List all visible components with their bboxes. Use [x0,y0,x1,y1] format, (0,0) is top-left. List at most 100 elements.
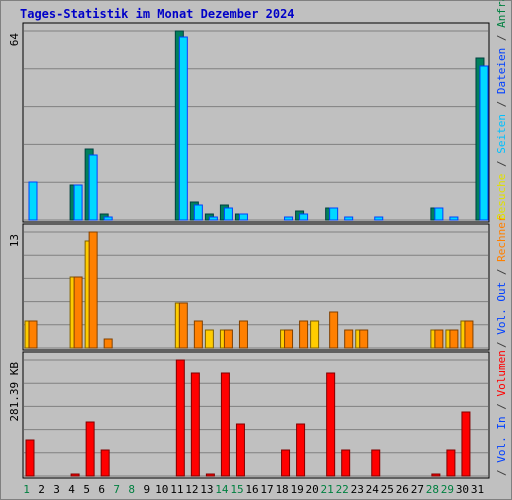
panel-2-series-0-bar [431,473,441,477]
panel-0-series-1-bar [193,204,203,221]
panel-2-series-0-bar [25,439,35,477]
x-tick-label: 17 [260,483,273,496]
x-tick-label: 25 [381,483,394,496]
x-tick-label: 9 [143,483,150,496]
x-tick-label: 21 [321,483,334,496]
panel-2-series-0-bar [100,449,110,477]
x-tick-label: 18 [275,483,288,496]
x-tick-label: 26 [396,483,409,496]
legend-entry: Anfragen [495,0,508,28]
x-tick-label: 29 [441,483,454,496]
panel-1-series-1-bar [88,231,98,349]
x-tick-label: 22 [336,483,349,496]
panel-2-series-0-bar [190,372,200,477]
x-tick-label: 16 [245,483,258,496]
panel-1-series-1-bar [299,320,309,349]
panel-0-series-1-bar [479,65,489,221]
legend-entry: Vol. In [495,416,508,462]
legend-entry: / [495,154,508,174]
panel-2-series-0-bar [446,449,456,477]
x-tick-label: 14 [215,483,229,496]
panel-2-series-0-bar [175,359,185,477]
panel-0-series-1-bar [329,207,339,221]
legend-entry: Vol. Out [495,282,508,335]
legend-entry: / [495,397,508,417]
panel-0-series-1-bar [238,213,248,221]
panel-0-frame [22,22,490,223]
x-tick-label: 5 [83,483,90,496]
x-tick-label: 1 [23,483,30,496]
panel-2-series-0-bar [341,449,351,477]
x-tick-label: 3 [53,483,60,496]
panel-1-series-0-bar [310,320,320,349]
panel-1-frame [22,223,490,351]
x-tick-label: 13 [200,483,213,496]
panel-0-series-1-bar [223,207,233,221]
legend-entry: Dateien [495,48,508,94]
panel-1-series-1-bar [464,320,474,349]
panel-0-series-1-bar [103,216,113,221]
panel-0-legend: Besuche / Seiten / Dateien / Anfragen [495,0,508,220]
x-tick-label: 11 [170,483,183,496]
panel-0-series-1-bar [299,213,309,221]
panel-2-series-0-bar [220,372,230,477]
x-tick-label: 19 [290,483,303,496]
x-tick-label: 12 [185,483,198,496]
panel-2-series-0-bar [296,423,306,477]
panel-1-series-1-bar [73,276,83,349]
panel-0-series-1-bar [374,216,384,221]
panel-1-series-1-bar [359,329,369,349]
x-tick-label: 30 [456,483,469,496]
x-tick-label: 4 [68,483,75,496]
panel-2-series-0-bar [371,449,381,477]
panel-1-series-1-bar [434,329,444,349]
legend-entry: / [495,463,508,476]
legend-entry: Besuche [495,174,508,220]
panel-1-legend: / Vol. Out / Rechner [495,215,508,348]
x-tick-label: 20 [306,483,319,496]
panel-2-series-0-bar [85,421,95,477]
panel-2-series-0-bar [461,411,471,477]
x-tick-label: 10 [155,483,168,496]
legend-entry: Volumen [495,350,508,396]
panel-1-max-label: 13 [8,234,21,247]
panel-1-series-1-bar [284,329,294,349]
panel-0-series-1-bar [73,184,83,221]
x-tick-label: 27 [411,483,424,496]
panel-0-series-1-bar [344,216,354,221]
x-tick-label: 28 [426,483,439,496]
legend-entry: / [495,262,508,282]
panel-0-series-1-bar [88,154,98,221]
panel-2-series-0-bar [281,449,291,477]
legend-entry: Rechner [495,215,508,262]
panel-1-series-1-bar [193,320,203,349]
panel-2-series-0-bar [326,372,336,477]
panel-1-series-1-bar [178,302,188,349]
panel-1-series-1-bar [103,338,113,349]
x-tick-label: 15 [230,483,243,496]
legend-entry: / [495,94,508,114]
panel-2-series-0-bar [70,473,80,477]
panel-1-series-1-bar [238,320,248,349]
panel-0-max-label: 64 [8,33,21,47]
panel-2-series-0-bar [235,423,245,477]
panel-2-legend: / Vol. In / Volumen [495,350,508,476]
panel-1-series-1-bar [28,320,38,349]
panel-1-series-1-bar [449,329,459,349]
chart-title: Tages-Statistik im Monat Dezember 2024 [20,7,295,21]
panel-1-series-1-bar [223,329,233,349]
panel-0-series-1-bar [208,216,218,221]
panel-2-series-0-bar [205,473,215,477]
x-tick-label: 6 [98,483,105,496]
panel-0-series-1-bar [28,181,38,221]
x-tick-label: 24 [366,483,380,496]
legend-entry: / [495,28,508,48]
panel-0-series-1-bar [434,207,444,221]
panel-0-series-1-bar [284,216,294,221]
legend-entry: / [495,335,508,348]
x-tick-label: 2 [38,483,45,496]
x-tick-label: 23 [351,483,364,496]
panel-1-series-1-bar [344,329,354,349]
